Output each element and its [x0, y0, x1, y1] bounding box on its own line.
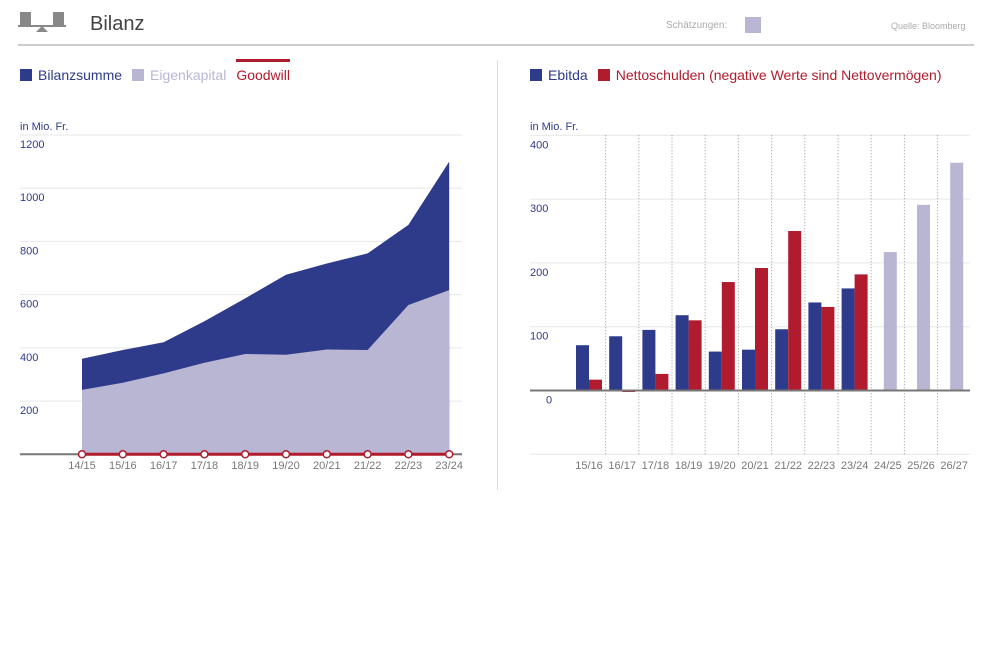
bar-ebitda	[675, 315, 689, 391]
bar-ebitda	[808, 302, 822, 391]
ebitda-bar-chart: in Mio. Fr. 0 100 200 300 400 15/16 16/17 17/18 1…	[530, 121, 970, 472]
bar-ebitda	[841, 288, 855, 391]
x-tick-label: 19/20	[708, 460, 736, 472]
legend-label: Goodwill	[236, 67, 291, 83]
bar-ebitda	[775, 329, 789, 391]
goodwill-point	[363, 450, 372, 459]
bar-ebitda	[742, 349, 755, 391]
legend-ebitda[interactable]: Ebitda	[530, 67, 588, 83]
x-tick-label: 15/16	[109, 460, 137, 472]
estimates-swatch	[745, 17, 761, 33]
x-tick-label: 17/18	[642, 460, 670, 472]
legend-nettoschulden[interactable]: Nettoschulden (negative Werte sind Netto…	[597, 67, 942, 83]
chart-divider	[497, 60, 498, 490]
x-tick-label: 21/22	[354, 460, 382, 472]
y-tick-label: 0	[546, 395, 552, 407]
x-tick-label: 25/26	[907, 460, 935, 472]
x-tick-label: 26/27	[940, 460, 968, 472]
goodwill-point	[200, 450, 209, 459]
y-tick-label: 1200	[20, 139, 44, 151]
bar-ebitda	[642, 329, 656, 391]
x-tick-label: 22/23	[395, 460, 423, 472]
bilanz-area-chart: in Mio. Fr. 200 400 600 800 1000 1200 14/15 15/1…	[20, 121, 463, 472]
balance-scale-icon	[18, 12, 66, 39]
legend-goodwill[interactable]: Goodwill	[236, 59, 291, 83]
y-tick-label: 200	[20, 405, 38, 417]
y-tick-label: 400	[530, 139, 548, 151]
goodwill-point	[281, 450, 291, 459]
legend-label: Ebitda	[548, 67, 588, 83]
bar-ebitda-estimate	[883, 252, 897, 391]
unit-label: in Mio. Fr.	[20, 121, 68, 133]
bar-ebitda-estimate	[917, 204, 930, 391]
bar-nettoschulden	[655, 373, 669, 391]
goodwill-point	[404, 450, 413, 459]
goodwill-point	[118, 450, 128, 459]
bar-nettoschulden	[721, 282, 735, 391]
y-tick-label: 100	[530, 331, 548, 343]
goodwill-point	[240, 450, 250, 459]
bar-nettoschulden	[688, 320, 702, 391]
x-tick-label: 14/15	[68, 460, 96, 472]
bar-nettoschulden	[854, 274, 868, 391]
bar-ebitda	[708, 351, 722, 391]
y-tick-label: 400	[20, 352, 38, 364]
unit-label: in Mio. Fr.	[530, 121, 578, 133]
y-tick-label: 200	[530, 267, 548, 279]
bar-nettoschulden	[755, 268, 768, 391]
header-divider	[18, 44, 974, 46]
area-eigenkapital	[82, 290, 450, 455]
x-tick-label: 18/19	[675, 460, 703, 472]
y-tick-label: 600	[20, 299, 38, 311]
x-tick-label: 19/20	[272, 460, 300, 472]
y-tick-label: 800	[20, 245, 38, 257]
source-label: Quelle: Bloomberg	[891, 21, 966, 31]
legend-eigenkapital[interactable]: Eigenkapital	[132, 67, 226, 83]
bar-nettoschulden	[821, 306, 835, 391]
x-tick-label: 16/17	[608, 460, 636, 472]
x-tick-label: 24/25	[874, 460, 902, 472]
x-tick-label: 15/16	[575, 460, 603, 472]
x-tick-label: 16/17	[150, 460, 178, 472]
x-tick-label: 23/24	[841, 460, 869, 472]
legend-right: Ebitda Nettoschulden (negative Werte sin…	[530, 67, 942, 83]
x-tick-label: 20/21	[313, 460, 341, 472]
bar-ebitda	[576, 345, 589, 391]
x-tick-label: 21/22	[774, 460, 802, 472]
bar-nettoschulden	[788, 231, 802, 391]
x-tick-label: 18/19	[231, 460, 259, 472]
bar-ebitda-estimate	[950, 162, 964, 391]
legend-left: Bilanzsumme Eigenkapital Goodwill	[20, 59, 291, 83]
x-tick-label: 23/24	[435, 460, 463, 472]
goodwill-point	[444, 450, 454, 459]
legend-bilanzsumme[interactable]: Bilanzsumme	[20, 67, 122, 83]
goodwill-point	[77, 450, 87, 459]
bar-ebitda	[609, 336, 623, 391]
y-tick-label: 300	[530, 203, 548, 215]
legend-label: Eigenkapital	[150, 67, 227, 83]
estimates-label: Schätzungen:	[666, 20, 728, 31]
x-tick-label: 22/23	[808, 460, 836, 472]
page-title: Bilanz	[90, 13, 145, 35]
goodwill-point	[322, 450, 332, 459]
x-tick-label: 20/21	[741, 460, 769, 472]
x-tick-label: 17/18	[191, 460, 219, 472]
bar-nettoschulden	[589, 379, 602, 391]
goodwill-point	[159, 450, 168, 459]
y-tick-label: 1000	[20, 192, 44, 204]
legend-label: Bilanzsumme	[38, 67, 123, 83]
legend-label: Nettoschulden (negative Werte sind Netto…	[615, 67, 942, 83]
